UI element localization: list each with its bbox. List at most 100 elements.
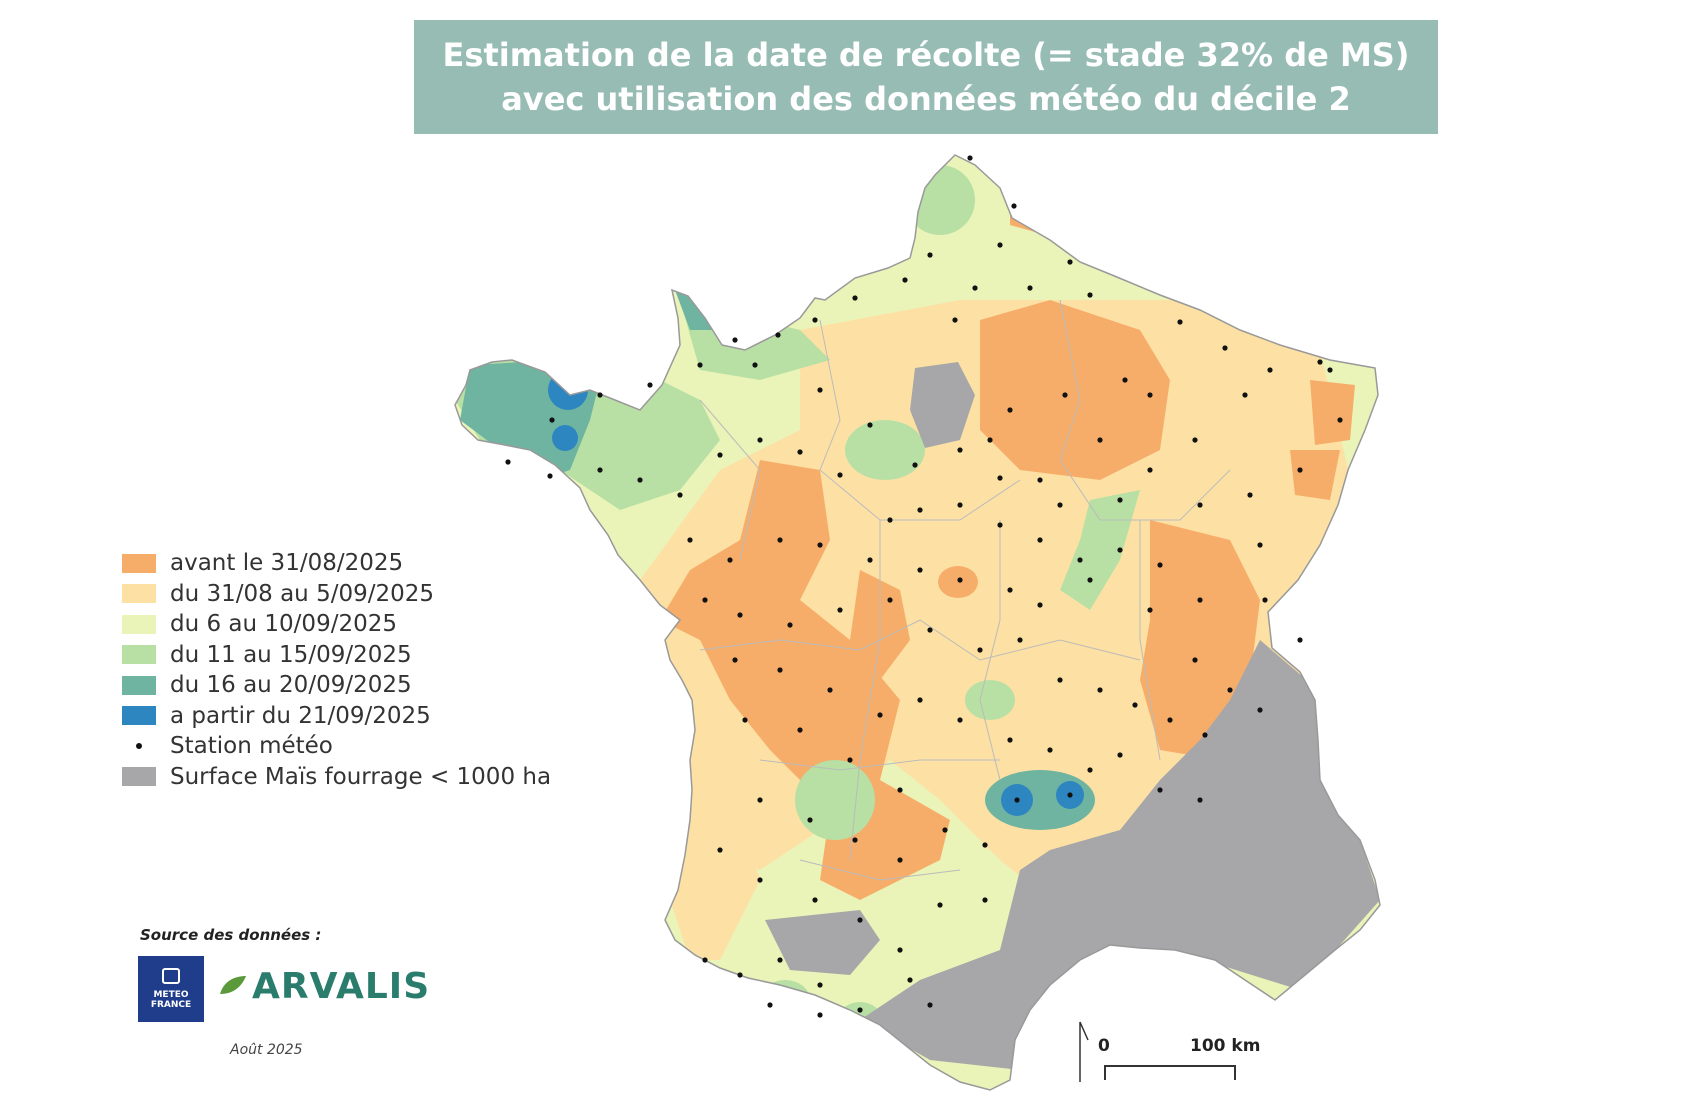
station-dot: [1167, 717, 1173, 723]
station-dot: [817, 982, 823, 988]
station-dot: [1087, 292, 1093, 298]
station-dot: [767, 1002, 773, 1008]
station-dot: [1057, 502, 1063, 508]
station-dot: [1147, 607, 1153, 613]
station-dot: [902, 277, 908, 283]
station-dot: [887, 517, 893, 523]
publication-date: Août 2025: [230, 1042, 303, 1058]
station-dot: [775, 332, 781, 338]
station-dot: [1007, 407, 1013, 413]
station-dot: [717, 847, 723, 853]
zone-green-north: [905, 165, 975, 235]
station-dot-icon: [122, 743, 156, 750]
station-dot: [1192, 437, 1198, 443]
station-dot: [977, 647, 983, 653]
station-dot: [852, 837, 858, 843]
legend-swatch: [122, 767, 156, 787]
station-dot: [787, 622, 793, 628]
legend-label: avant le 31/08/2025: [170, 550, 404, 577]
station-dot: [1014, 797, 1020, 803]
weather-stations: [505, 155, 1343, 1018]
station-dot: [887, 597, 893, 603]
station-dot: [1097, 437, 1103, 443]
station-dot: [1007, 587, 1013, 593]
station-dot: [1257, 707, 1263, 713]
station-dot: [997, 475, 1003, 481]
station-dot: [967, 155, 973, 161]
station-dot: [857, 917, 863, 923]
station-dot: [757, 437, 763, 443]
station-dot: [912, 462, 918, 468]
station-dot: [867, 422, 873, 428]
legend-swatch: [122, 675, 156, 695]
station-dot: [677, 492, 683, 498]
station-dot: [1011, 203, 1017, 209]
legend-swatch: [122, 645, 156, 665]
meteo-france-logo-text: METEO FRANCE: [150, 990, 192, 1010]
station-dot: [957, 502, 963, 508]
zone-light-orange-sw: [670, 700, 760, 960]
legend-item-station: Station météo: [122, 731, 551, 762]
station-dot: [827, 687, 833, 693]
legend-item: du 11 au 15/09/2025: [122, 640, 551, 671]
zone-blue-basque: [638, 950, 680, 985]
station-dot: [702, 597, 708, 603]
zone-green-aquitaine: [795, 760, 875, 840]
title-line-2: avec utilisation des données météo du dé…: [501, 80, 1351, 118]
station-dot: [1132, 702, 1138, 708]
station-dot: [1117, 752, 1123, 758]
legend-item-surface: Surface Maïs fourrage < 1000 ha: [122, 762, 551, 793]
station-dot: [1062, 392, 1068, 398]
title-banner: Estimation de la date de récolte (= stad…: [414, 20, 1438, 134]
station-dot: [1297, 467, 1303, 473]
station-dot: [727, 557, 733, 563]
station-dot: [877, 712, 883, 718]
station-dot: [732, 337, 738, 343]
north-arrow: [1079, 1021, 1089, 1082]
station-dot: [1027, 285, 1033, 291]
scale-distance: 100 km: [1190, 1036, 1261, 1056]
station-dot: [957, 447, 963, 453]
station-dot: [957, 577, 963, 583]
legend-label: du 16 au 20/09/2025: [170, 672, 412, 699]
station-dot: [797, 727, 803, 733]
station-dot: [1197, 502, 1203, 508]
station-dot: [777, 957, 783, 963]
zone-orange-centre-west: [660, 460, 950, 900]
station-dot: [777, 667, 783, 673]
station-dot: [1197, 597, 1203, 603]
station-dot: [937, 902, 943, 908]
zone-gray-pyrenees: [765, 910, 880, 975]
station-dot: [1242, 392, 1248, 398]
station-dot: [1077, 557, 1083, 563]
legend-item: du 16 au 20/09/2025: [122, 670, 551, 701]
station-dot: [817, 542, 823, 548]
station-dot: [717, 452, 723, 458]
station-dot: [777, 537, 783, 543]
station-dot: [1222, 345, 1228, 351]
station-dot: [1067, 792, 1073, 798]
station-dot: [1057, 677, 1063, 683]
station-dot: [1037, 477, 1043, 483]
station-dot: [1257, 542, 1263, 548]
station-dot: [837, 472, 843, 478]
station-dot: [982, 842, 988, 848]
station-dot: [867, 557, 873, 563]
station-dot: [1037, 537, 1043, 543]
station-dot: [1177, 319, 1183, 325]
station-dot: [1317, 359, 1323, 365]
meteo-france-mark-icon: [162, 968, 180, 984]
station-dot: [1247, 492, 1253, 498]
zone-green-paris: [845, 420, 925, 480]
station-dot: [1147, 392, 1153, 398]
station-dot: [1227, 687, 1233, 693]
legend-label: a partir du 21/09/2025: [170, 702, 431, 729]
station-dot: [817, 387, 823, 393]
scale-zero: 0: [1098, 1036, 1110, 1056]
station-dot: [897, 857, 903, 863]
legend-label: du 11 au 15/09/2025: [170, 641, 412, 668]
station-dot: [1262, 597, 1268, 603]
zone-orange-champagne: [980, 300, 1170, 480]
station-dot: [847, 757, 853, 763]
station-dot: [997, 242, 1003, 248]
